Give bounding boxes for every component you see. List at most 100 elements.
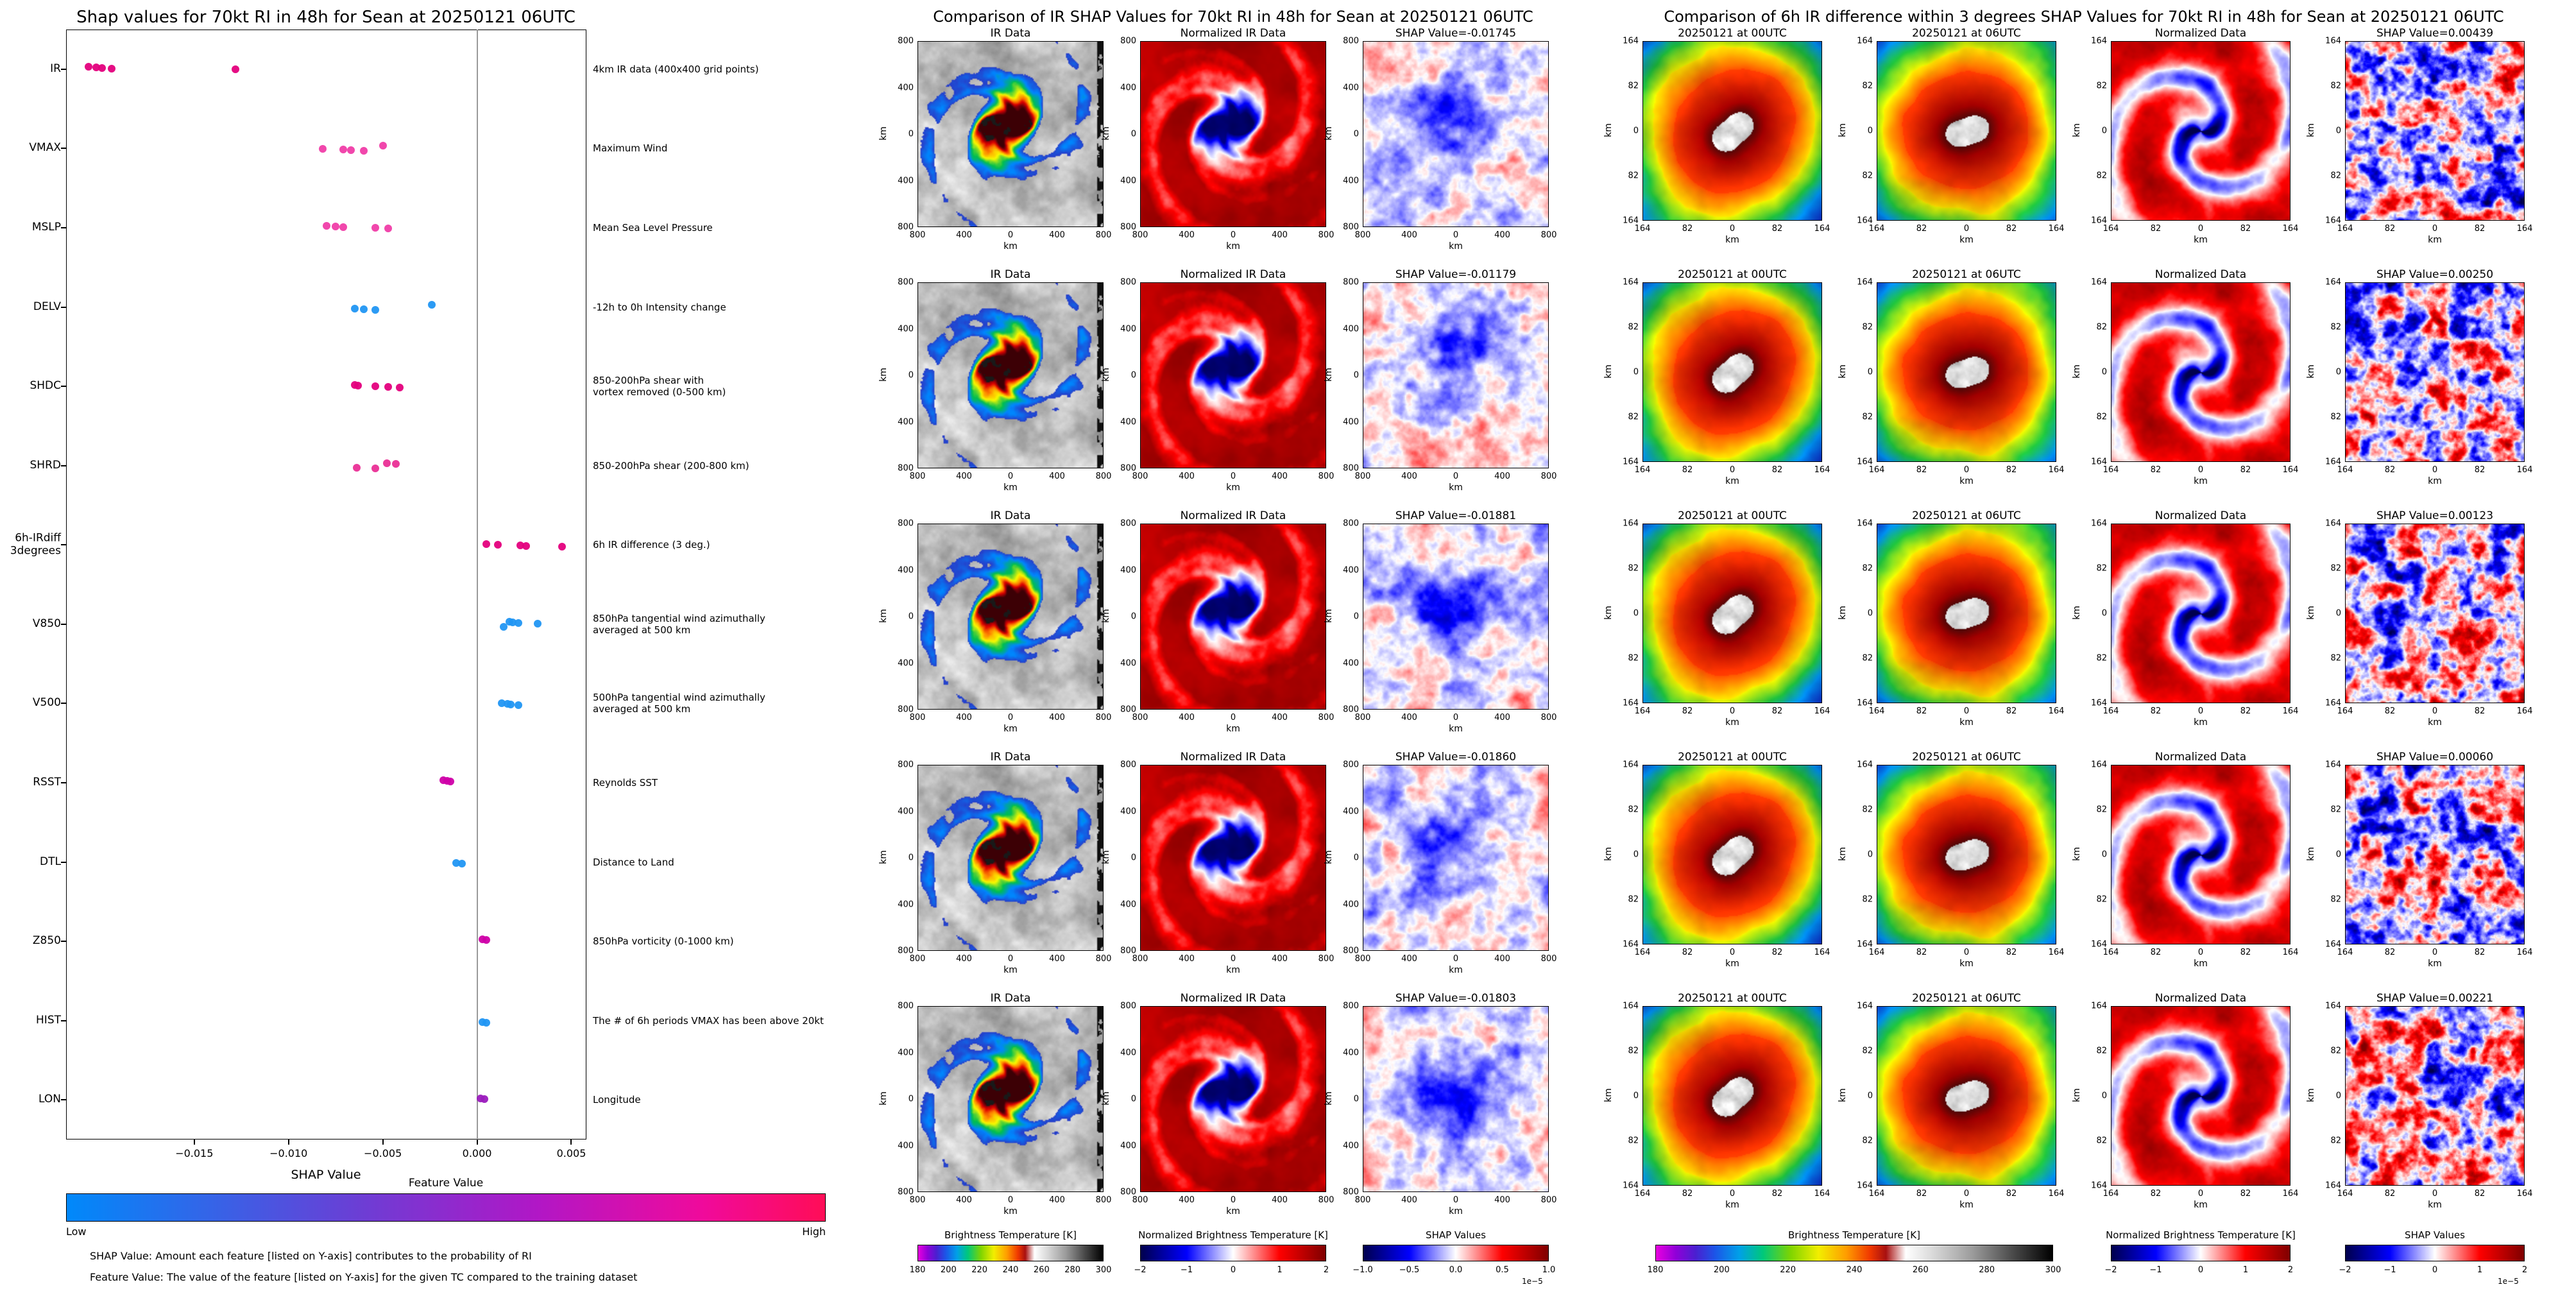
x-tick-label: 82 <box>2150 948 2162 957</box>
y-tick-label: 800 <box>898 946 914 956</box>
x-tick-label: 800 <box>1132 713 1148 722</box>
x-axis-unit: km <box>1725 476 1739 486</box>
y-axis-unit: km <box>2305 1088 2316 1102</box>
y-tick-label: 164 <box>1857 1001 1873 1011</box>
x-tick-label: 164 <box>1634 224 1651 234</box>
x-tick-label: 0 <box>1007 472 1014 481</box>
y-tick-label: 82 <box>1628 1046 1639 1056</box>
y-tick-label: 82 <box>1628 894 1639 905</box>
x-tick-label: 164 <box>2103 224 2119 234</box>
y-tick-label: 164 <box>1857 277 1873 287</box>
x-tick-label: 400 <box>1494 713 1510 722</box>
y-tick-label: 400 <box>898 1141 914 1150</box>
y-axis-unit: km <box>1603 1088 1614 1102</box>
y-tick-label: 164 <box>2325 36 2341 46</box>
y-tick-label: 82 <box>2096 171 2107 181</box>
y-axis-unit: km <box>2071 1088 2082 1102</box>
x-tick-label: 400 <box>956 472 972 481</box>
subplot-shap-title: SHAP Value=-0.01179 <box>1395 268 1517 281</box>
x-tick-label: 800 <box>909 472 926 481</box>
y-tick-label: 82 <box>2330 1136 2341 1146</box>
feature-label: Z850 <box>32 934 61 948</box>
y-tick-label: 164 <box>1857 939 1873 950</box>
x-tick-label: 0 <box>1230 472 1236 481</box>
x-tick-label: 82 <box>2384 706 2396 716</box>
y-tick-label: 400 <box>898 565 914 575</box>
x-tick-label: 0 <box>2197 706 2204 716</box>
y-tick-label: 164 <box>2091 1001 2107 1011</box>
feature-label: SHRD <box>30 458 61 472</box>
hurricane-image-canvas <box>1642 41 1822 221</box>
x-tick-label: 400 <box>956 954 972 964</box>
x-axis-unit: km <box>2194 1200 2208 1210</box>
x-tick-label: 400 <box>1049 713 1065 722</box>
x-tick-label: 400 <box>1494 954 1510 964</box>
y-tick-label: 0 <box>2335 1091 2341 1101</box>
x-tick-label: 400 <box>1272 954 1288 964</box>
hurricane-image-canvas <box>1642 282 1822 462</box>
y-tick-label: 0 <box>1353 370 1359 380</box>
x-tick-label: 82 <box>2474 706 2486 716</box>
y-tick-label: 400 <box>1343 324 1359 334</box>
x-tick-label: 164 <box>2516 1189 2533 1199</box>
x-tick-label: 400 <box>1049 230 1065 240</box>
feature-description: Maximum Wind <box>593 142 668 155</box>
y-axis-unit: km <box>1837 847 1848 861</box>
x-tick-label: 400 <box>1272 230 1288 240</box>
y-tick-label: 0 <box>1130 853 1136 863</box>
shap-dot <box>332 222 340 230</box>
y-tick-label: 164 <box>2091 36 2107 46</box>
colorbar-tick: 2 <box>2521 1265 2528 1275</box>
x-tick-label: 400 <box>1049 954 1065 964</box>
hurricane-image-canvas <box>1642 524 1822 703</box>
shap-dot <box>507 701 515 709</box>
subplot-title: 20250121 at 00UTC <box>1678 27 1787 40</box>
y-tick-label: 164 <box>1623 1181 1639 1191</box>
x-tick-label: 164 <box>1634 706 1651 716</box>
x-axis-unit: km <box>2194 476 2208 486</box>
shap-dot <box>522 542 530 551</box>
hurricane-image-canvas <box>917 282 1104 468</box>
x-tick-label: 0 <box>2432 224 2438 234</box>
y-axis-unit: km <box>1837 1088 1848 1102</box>
x-tick-label: 0 <box>2432 948 2438 957</box>
x-tick-label: 800 <box>1354 954 1371 964</box>
x-tick-label: 164 <box>2103 1189 2119 1199</box>
x-tick-label: 164 <box>2048 465 2065 475</box>
x-tick-label: 82 <box>1916 948 1927 957</box>
y-tick-label: 0 <box>1633 1091 1639 1101</box>
y-tick-label: 82 <box>1862 805 1873 815</box>
shap-dot <box>354 382 363 390</box>
shap-dot <box>458 859 466 867</box>
y-tick-mark <box>61 703 66 704</box>
feature-description: 6h IR difference (3 deg.) <box>593 539 710 551</box>
y-tick-label: 0 <box>1867 608 1873 619</box>
hurricane-image-canvas <box>2111 765 2290 944</box>
y-tick-label: 800 <box>898 36 914 46</box>
y-tick-label: 400 <box>898 658 914 668</box>
feature-description: 850-200hPa shear with vortex removed (0-… <box>593 375 726 398</box>
x-tick-label: 82 <box>2240 706 2251 716</box>
subplot-title: 20250121 at 00UTC <box>1678 751 1787 764</box>
hurricane-image-canvas <box>1140 282 1326 468</box>
y-tick-label: 82 <box>1862 81 1873 91</box>
colorbar-tick: 1 <box>2477 1265 2483 1275</box>
x-tick-label: 164 <box>2337 706 2353 716</box>
x-tick-label: 164 <box>1634 465 1651 475</box>
y-axis-unit: km <box>1837 364 1848 379</box>
y-tick-label: 800 <box>1120 1187 1136 1197</box>
subplot-title: Normalized IR Data <box>1180 992 1286 1005</box>
y-tick-label: 800 <box>1120 222 1136 232</box>
shap-dot <box>360 305 368 313</box>
middle-panel-title: Comparison of IR SHAP Values for 70kt RI… <box>933 8 1533 26</box>
y-tick-label: 82 <box>2330 805 2341 815</box>
x-tick-label: 0 <box>1230 713 1236 722</box>
x-tick-label: 82 <box>1916 224 1927 234</box>
x-tick-label: 164 <box>2282 465 2299 475</box>
shap-dot <box>515 619 523 627</box>
shap-dot <box>382 459 391 467</box>
x-tick-label: 164 <box>1868 948 1885 957</box>
x-tick-label: 82 <box>2006 706 2017 716</box>
hurricane-image-canvas <box>1877 765 2056 944</box>
feature-label: IR <box>50 62 61 76</box>
